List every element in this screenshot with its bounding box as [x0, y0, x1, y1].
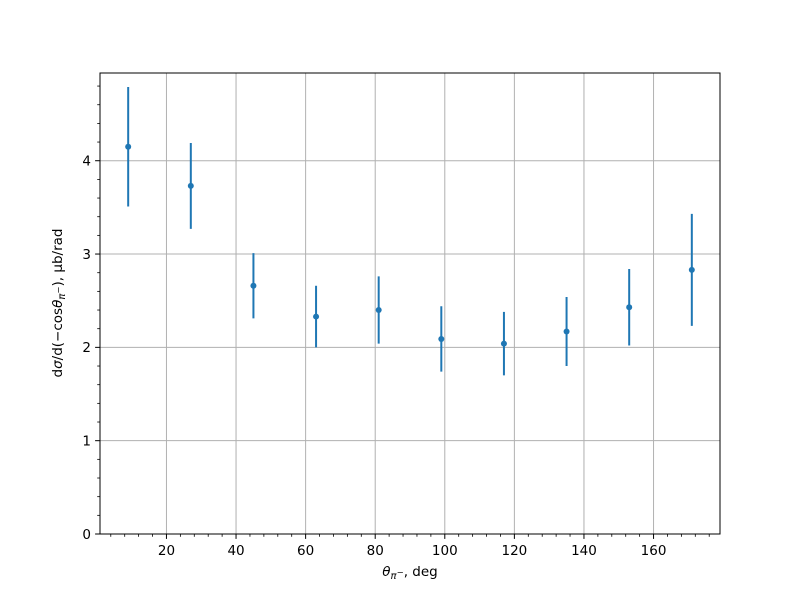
errorbar-series: [125, 86, 695, 376]
data-point: [125, 143, 132, 150]
x-axis-ticks: [110, 534, 710, 539]
x-tick-label: 20: [158, 543, 175, 559]
y-tick-label: 4: [82, 154, 91, 170]
y-tick-label: 3: [82, 247, 91, 263]
data-point: [375, 307, 382, 314]
data-point: [563, 328, 570, 335]
y-tick-label: 1: [82, 433, 91, 449]
x-tick-label: 100: [432, 543, 458, 559]
x-tick-label: 40: [227, 543, 244, 559]
data-point: [438, 335, 445, 342]
plot-frame: [99, 72, 721, 535]
x-axis-label: θπ−, deg: [382, 564, 437, 582]
x-tick-label: 80: [367, 543, 384, 559]
x-tick-label: 160: [641, 543, 667, 559]
y-tick-label: 2: [82, 340, 91, 356]
data-point: [250, 282, 257, 289]
data-point: [500, 340, 507, 347]
y-axis-ticks: [95, 85, 100, 535]
gridlines: [100, 73, 720, 535]
data-point: [688, 266, 695, 273]
x-tick-label: 60: [297, 543, 314, 559]
x-tick-label: 140: [571, 543, 597, 559]
y-tick-label: 0: [82, 527, 91, 543]
data-point: [187, 182, 194, 189]
data-point: [313, 313, 320, 320]
x-tick-label: 120: [501, 543, 527, 559]
x-tick-labels: 20 40 60 80 100 120 140 160: [158, 543, 667, 559]
y-axis-label: dσ/d(−cosθπ−), μb/rad: [50, 229, 68, 378]
y-tick-labels: 0 1 2 3 4: [82, 154, 91, 543]
data-point: [626, 304, 633, 311]
